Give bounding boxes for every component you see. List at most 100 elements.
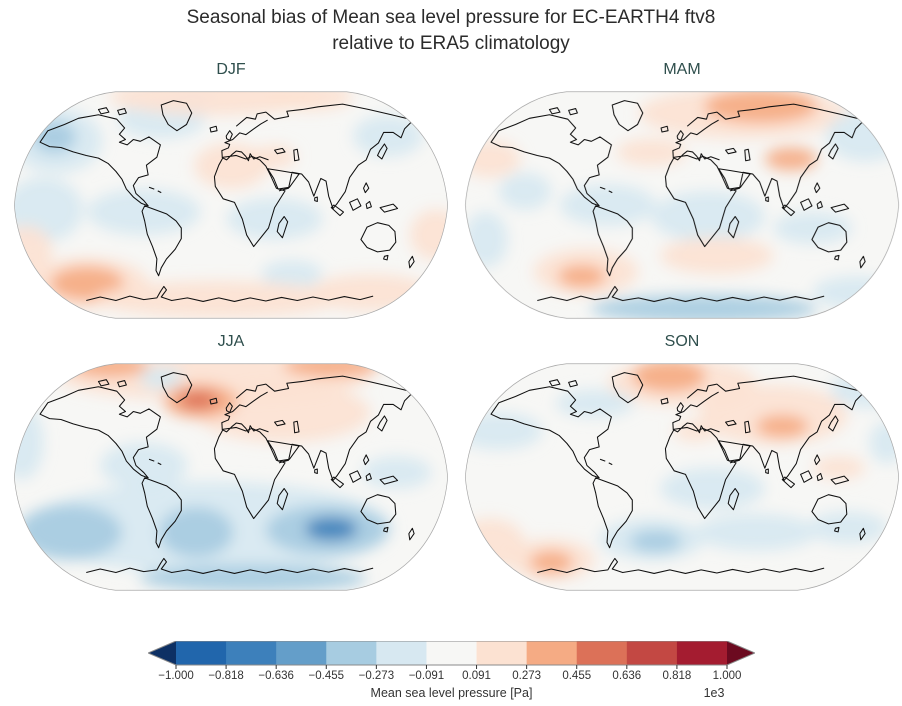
colorbar-tick-label: −0.818 <box>208 670 244 682</box>
colorbar-multiplier: 1e3 <box>703 686 725 700</box>
panel-mam: MAM <box>464 58 900 320</box>
map-svg-djf <box>13 91 449 319</box>
colorbar-over-arrow <box>727 641 755 665</box>
coastlines <box>39 372 415 574</box>
anomaly-blob <box>14 405 44 480</box>
colorbar-tick-label: −0.636 <box>258 670 294 682</box>
coastlines <box>490 372 866 574</box>
anomaly-blob <box>361 456 432 489</box>
colorbar-segment <box>276 641 327 665</box>
anomaly-blob <box>159 506 234 558</box>
map-outline <box>464 363 900 591</box>
anomaly-blob <box>50 265 125 301</box>
panel-title-djf: DJF <box>216 61 246 78</box>
colorbar-segment <box>226 641 277 665</box>
colorbar-segment <box>626 641 678 665</box>
colorbar-tick-label: −0.091 <box>408 670 445 682</box>
figure-title: Seasonal bias of Mean sea level pressure… <box>0 5 902 57</box>
map-jja <box>13 362 449 592</box>
bias-anomaly-field <box>14 363 432 591</box>
anomaly-blob <box>651 191 765 242</box>
coastlines <box>490 100 866 302</box>
bias-anomaly-field <box>465 91 899 319</box>
anomaly-blob <box>193 142 269 189</box>
map-outline <box>464 91 900 319</box>
colorbar-tick-label: 0.455 <box>562 670 592 682</box>
anomaly-blob <box>100 442 188 489</box>
map-svg-jja <box>13 363 449 591</box>
colorbar-tick-label: −0.455 <box>308 670 345 682</box>
anomaly-blob <box>773 211 853 245</box>
map-svg-mam <box>464 91 900 319</box>
anomaly-blob <box>139 564 367 591</box>
figure-title-line2: relative to ERA5 climatology <box>332 33 570 54</box>
anomaly-blob <box>631 363 706 392</box>
map-svg-son <box>464 363 900 591</box>
anomaly-blob <box>498 172 552 210</box>
colorbar-under-arrow <box>148 641 176 665</box>
colorbar-tick-label: −1.000 <box>158 670 194 682</box>
anomaly-blob <box>699 385 848 445</box>
anomaly-blob <box>629 529 682 553</box>
colorbar-segment <box>526 641 578 665</box>
anomaly-blob <box>305 517 358 541</box>
anomaly-blob <box>14 225 53 277</box>
anomaly-blob <box>465 211 508 268</box>
anomaly-blob <box>616 138 687 166</box>
anomaly-blob <box>812 456 866 480</box>
colorbar-segment <box>476 641 528 665</box>
anomaly-blob <box>196 382 371 443</box>
bias-anomaly-field <box>465 363 899 581</box>
anomaly-blob <box>226 198 323 240</box>
anomaly-blob <box>660 467 765 510</box>
panel-son: SON <box>464 330 900 592</box>
colorbar-tick-label: −0.273 <box>358 670 395 682</box>
map-son <box>464 362 900 592</box>
anomaly-blob <box>703 91 818 124</box>
anomaly-blob <box>660 237 774 274</box>
anomaly-blob <box>409 209 448 261</box>
anomaly-blob <box>252 145 297 169</box>
map-outline <box>13 91 449 319</box>
colorbar-tick-label: 0.818 <box>662 670 692 682</box>
colorbar-tick-label: 0.273 <box>512 670 542 682</box>
colorbar-svg <box>148 641 755 669</box>
anomaly-blob <box>69 363 149 377</box>
colorbar-segment <box>426 641 478 665</box>
anomaly-blob <box>756 414 809 438</box>
anomaly-blob <box>261 260 323 288</box>
anomaly-blob <box>808 511 887 544</box>
colorbar-segment <box>176 641 227 665</box>
anomaly-blob <box>559 184 656 226</box>
colorbar-segment <box>326 641 377 665</box>
map-outline <box>13 363 449 591</box>
anomaly-blob <box>178 390 218 410</box>
colorbar: −1.000 −0.818 −0.636 −0.455 −0.273 −0.091 0.09… <box>148 641 755 703</box>
colorbar-segment <box>376 641 428 665</box>
colorbar-tick-label: 1.000 <box>712 670 742 682</box>
anomaly-blob <box>32 121 77 154</box>
map-mam <box>464 90 900 320</box>
map-djf <box>13 90 449 320</box>
colorbar-segment <box>676 641 728 665</box>
colorbar-tick-label: 0.091 <box>462 670 491 682</box>
anomaly-blob <box>764 147 818 171</box>
anomaly-blob <box>353 115 423 157</box>
panel-title-son: SON <box>664 333 700 350</box>
anomaly-blob <box>529 550 573 574</box>
panel-title-mam: MAM <box>663 61 701 78</box>
anomaly-blob <box>309 274 432 311</box>
colorbar-tick-label: 0.636 <box>612 670 642 682</box>
panel-djf: DJF <box>13 58 449 320</box>
coastlines <box>39 100 415 302</box>
anomaly-blob <box>14 177 83 242</box>
anomaly-blob <box>555 389 635 418</box>
anomaly-blob <box>283 363 380 377</box>
anomaly-blob <box>695 513 818 551</box>
anomaly-blob <box>87 188 201 235</box>
anomaly-blob <box>17 504 122 560</box>
panel-jja: JJA <box>13 330 449 592</box>
anomaly-blob <box>673 420 717 442</box>
anomaly-blob <box>265 91 354 111</box>
